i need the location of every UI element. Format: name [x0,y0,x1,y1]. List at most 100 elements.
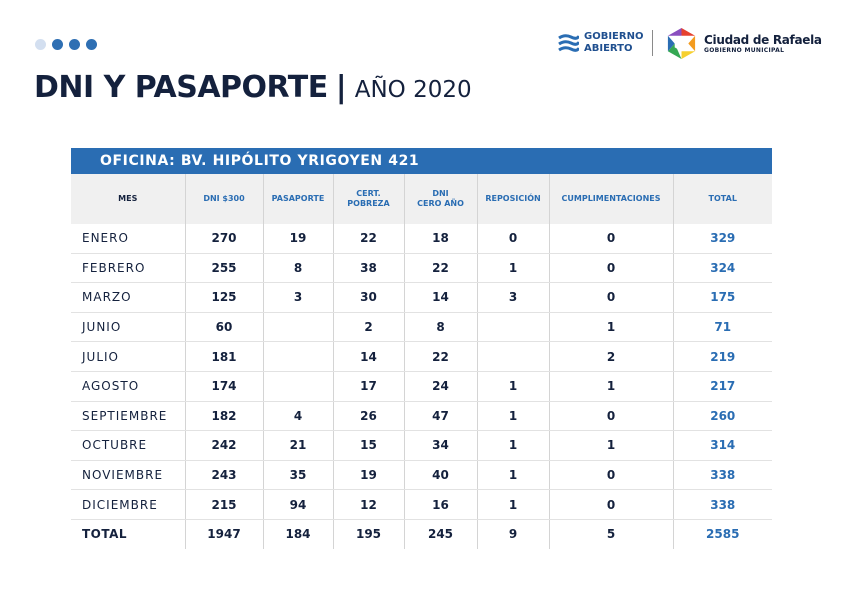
gobierno-abierto-line2: ABIERTO [584,43,633,54]
month-cell: MARZO [71,282,186,313]
table-cell: 0 [477,224,550,254]
table-cell: 182 [185,401,264,432]
gobierno-abierto-text: GOBIERNO ABIERTO [584,31,643,55]
table-cell: 3 [263,282,334,313]
table-cell: 215 [185,489,264,520]
table-cell: 19 [333,460,405,491]
total-cell: 329 [673,224,772,254]
table-cell: 60 [185,312,264,343]
table-cell: 0 [549,253,674,284]
table-row: OCTUBRE 242 21 15 34 1 1 314 [71,430,772,461]
table-cell: 5 [549,519,674,549]
table-cell: 34 [404,430,478,461]
column-header-text: PASAPORTE [271,194,325,203]
total-cell: 175 [673,282,772,313]
column-header-text: CUMPLIMENTACIONES [561,194,661,203]
table-cell: 1 [477,460,550,491]
table-cell: 0 [549,282,674,313]
table-cell: 181 [185,341,264,372]
table-cell: 30 [333,282,405,313]
table-cell: 26 [333,401,405,432]
month-cell: TOTAL [71,519,186,549]
table-cell: 18 [404,224,478,254]
table-cell: 0 [549,224,674,254]
total-cell: 260 [673,401,772,432]
gobierno-abierto-line1: GOBIERNO [584,31,644,42]
column-header-text: DNI [432,189,449,198]
month-cell: DICIEMBRE [71,489,186,520]
table-cell: 15 [333,430,405,461]
table-cell: 1 [549,312,674,343]
table-cell: 1 [477,430,550,461]
table-cell: 14 [404,282,478,313]
table-cell [263,312,334,343]
table-cell: 17 [333,371,405,402]
total-cell: 338 [673,460,772,491]
column-header: CUMPLIMENTACIONES [549,174,674,224]
table-cell [477,312,550,343]
table-cell: 1947 [185,519,264,549]
table-cell: 195 [333,519,405,549]
hexagon-logo-icon [667,27,696,60]
table-cell: 4 [263,401,334,432]
title-separator: | [335,70,347,105]
total-cell: 71 [673,312,772,343]
month-cell: NOVIEMBRE [71,460,186,491]
table-row: MARZO 125 3 30 14 3 0 175 [71,282,772,313]
data-table: MES DNI $300 PASAPORTE CERT. POBREZA DNI CERO … [71,174,772,549]
dot-icon [52,39,63,50]
table-cell: 8 [404,312,478,343]
column-header-text: MES [118,194,138,203]
month-cell: JULIO [71,341,186,372]
column-header-text: POBREZA [347,199,390,208]
month-cell: AGOSTO [71,371,186,402]
ciudad-rafaela-logo: Ciudad de Rafaela GOBIERNO MUNICIPAL [665,27,822,60]
table-row: JUNIO 60 2 8 1 71 [71,312,772,343]
table-cell: 8 [263,253,334,284]
dot-icon [86,39,97,50]
table-cell: 0 [549,489,674,520]
month-cell: SEPTIEMBRE [71,401,186,432]
dni-pasaporte-table: OFICINA: BV. HIPÓLITO YRIGOYEN 421 MES DN… [71,148,772,549]
table-cell [263,371,334,402]
column-header: REPOSICIÓN [477,174,550,224]
total-cell: 324 [673,253,772,284]
table-row: JULIO 181 14 22 2 219 [71,341,772,372]
table-cell: 3 [477,282,550,313]
table-cell: 19 [263,224,334,254]
column-header: DNI CERO AÑO [404,174,478,224]
month-cell: JUNIO [71,312,186,343]
table-cell: 243 [185,460,264,491]
table-cell: 1 [477,489,550,520]
table-row: NOVIEMBRE 243 35 19 40 1 0 338 [71,460,772,491]
column-header-text: CERO AÑO [417,199,464,208]
table-cell: 22 [404,341,478,372]
table-cell: 270 [185,224,264,254]
table-cell: 1 [549,371,674,402]
table-cell: 1 [477,371,550,402]
gobierno-abierto-logo: GOBIERNO ABIERTO [557,31,643,55]
table-cell: 125 [185,282,264,313]
column-header: CERT. POBREZA [333,174,405,224]
column-header: PASAPORTE [263,174,334,224]
office-header: OFICINA: BV. HIPÓLITO YRIGOYEN 421 [71,148,772,174]
table-total-row: TOTAL 1947 184 195 245 9 5 2585 [71,519,772,549]
column-header: DNI $300 [185,174,264,224]
table-row: SEPTIEMBRE 182 4 26 47 1 0 260 [71,401,772,432]
table-cell: 47 [404,401,478,432]
month-cell: ENERO [71,224,186,254]
column-header-text: TOTAL [708,194,737,203]
total-cell: 219 [673,341,772,372]
table-cell: 0 [549,401,674,432]
table-cell: 22 [404,253,478,284]
table-cell: 38 [333,253,405,284]
total-cell: 217 [673,371,772,402]
table-cell: 24 [404,371,478,402]
table-cell: 174 [185,371,264,402]
table-cell: 12 [333,489,405,520]
column-header: MES [71,174,186,224]
table-row: FEBRERO 255 8 38 22 1 0 324 [71,253,772,284]
column-header: TOTAL [673,174,772,224]
table-cell: 255 [185,253,264,284]
title-main: DNI Y PASAPORTE [34,70,328,105]
